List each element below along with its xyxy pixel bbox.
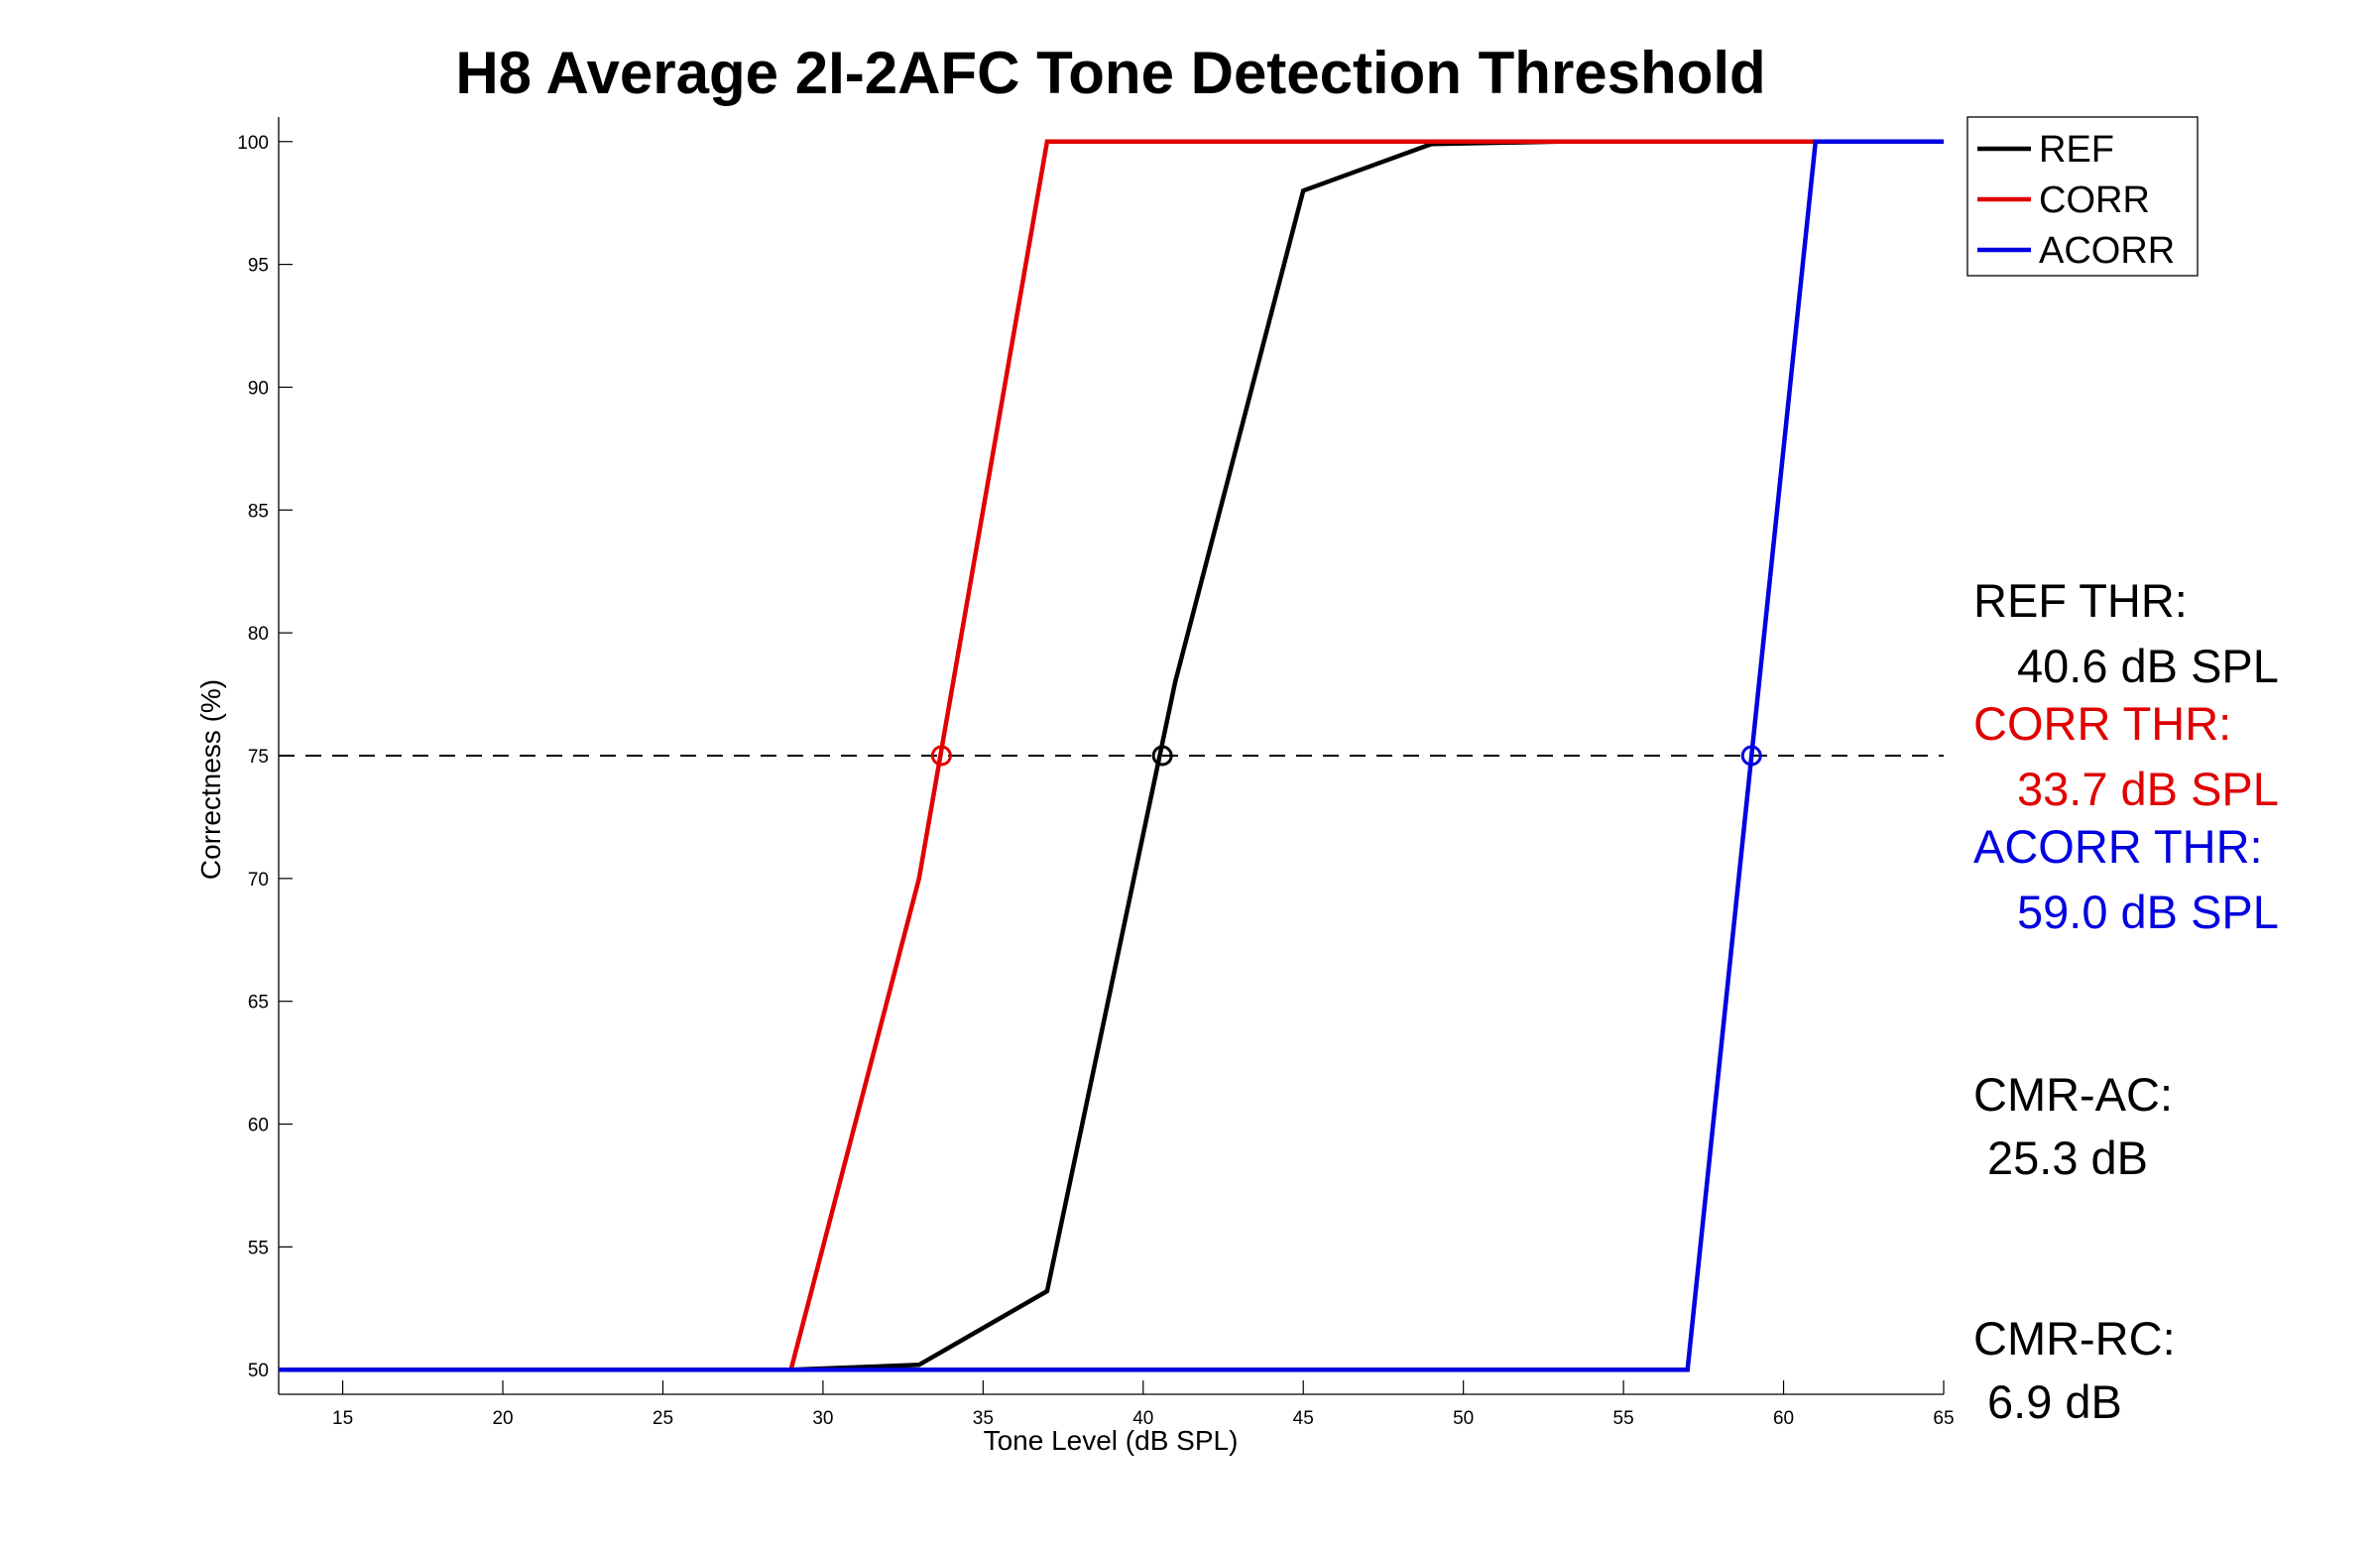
threshold-marker-acorr bbox=[1740, 745, 1762, 767]
threshold-marker-corr bbox=[930, 745, 952, 767]
x-tick-label: 25 bbox=[653, 1408, 673, 1429]
y-tick-label: 100 bbox=[237, 133, 269, 154]
y-tick-label: 50 bbox=[248, 1361, 269, 1381]
plot-area: 15 20 25 30 35 40 45 50 55 60 65 50 55 60 65 70 75 80 85 90… bbox=[237, 117, 1955, 1429]
x-tick-label: 35 bbox=[973, 1408, 994, 1429]
y-tick-label: 95 bbox=[248, 256, 269, 277]
annotation-corr-thr-value: 33.7 dB SPL bbox=[2017, 763, 2279, 815]
legend-label-ref: REF bbox=[2039, 129, 2114, 171]
x-tick-label: 60 bbox=[1773, 1408, 1794, 1429]
annotation-cmr-ac-label: CMR-AC: bbox=[1973, 1068, 2173, 1121]
y-tick-label: 55 bbox=[248, 1238, 269, 1258]
annotation-corr-thr-label: CORR THR: bbox=[1973, 697, 2231, 750]
series-line-corr bbox=[279, 139, 1816, 1372]
y-tick-label: 85 bbox=[248, 501, 269, 522]
legend-label-corr: CORR bbox=[2039, 179, 2150, 221]
x-tick-label: 55 bbox=[1613, 1408, 1634, 1429]
annotation-ref-thr-value: 40.6 dB SPL bbox=[2017, 640, 2279, 692]
annotation-cmr-rc-label: CMR-RC: bbox=[1973, 1312, 2176, 1365]
legend-label-acorr: ACORR bbox=[2039, 230, 2175, 272]
x-tick-label: 20 bbox=[492, 1408, 513, 1429]
x-tick-label: 50 bbox=[1453, 1408, 1474, 1429]
annotation-acorr-thr-label: ACORR THR: bbox=[1973, 820, 2263, 873]
y-tick-label: 90 bbox=[248, 378, 269, 399]
y-tick-label: 75 bbox=[248, 747, 269, 768]
y-tick-label: 60 bbox=[248, 1116, 269, 1136]
series-line-acorr bbox=[279, 139, 1944, 1372]
legend: REF CORR ACORR bbox=[1966, 116, 2199, 277]
annotation-acorr-thr-value: 59.0 dB SPL bbox=[2017, 886, 2279, 938]
y-axis-label: Correctness (%) bbox=[195, 679, 226, 880]
x-tick-label: 30 bbox=[812, 1408, 833, 1429]
x-tick-label: 15 bbox=[332, 1408, 353, 1429]
annotation-cmr-rc-value: 6.9 dB bbox=[1987, 1375, 2122, 1428]
annotation-cmr-ac-value: 25.3 dB bbox=[1987, 1131, 2148, 1184]
x-tick-label: 45 bbox=[1293, 1408, 1314, 1429]
y-tick-label: 80 bbox=[248, 624, 269, 645]
chart-title: H8 Average 2I-2AFC Tone Detection Thresh… bbox=[455, 40, 1765, 106]
threshold-marker-ref bbox=[1151, 745, 1173, 767]
x-axis-label: Tone Level (dB SPL) bbox=[984, 1425, 1239, 1456]
annotation-ref-thr-label: REF THR: bbox=[1973, 574, 2188, 627]
y-tick-label: 65 bbox=[248, 993, 269, 1013]
x-tick-label: 65 bbox=[1933, 1408, 1954, 1429]
y-tick-label: 70 bbox=[248, 870, 269, 891]
x-tick-label: 40 bbox=[1132, 1408, 1153, 1429]
